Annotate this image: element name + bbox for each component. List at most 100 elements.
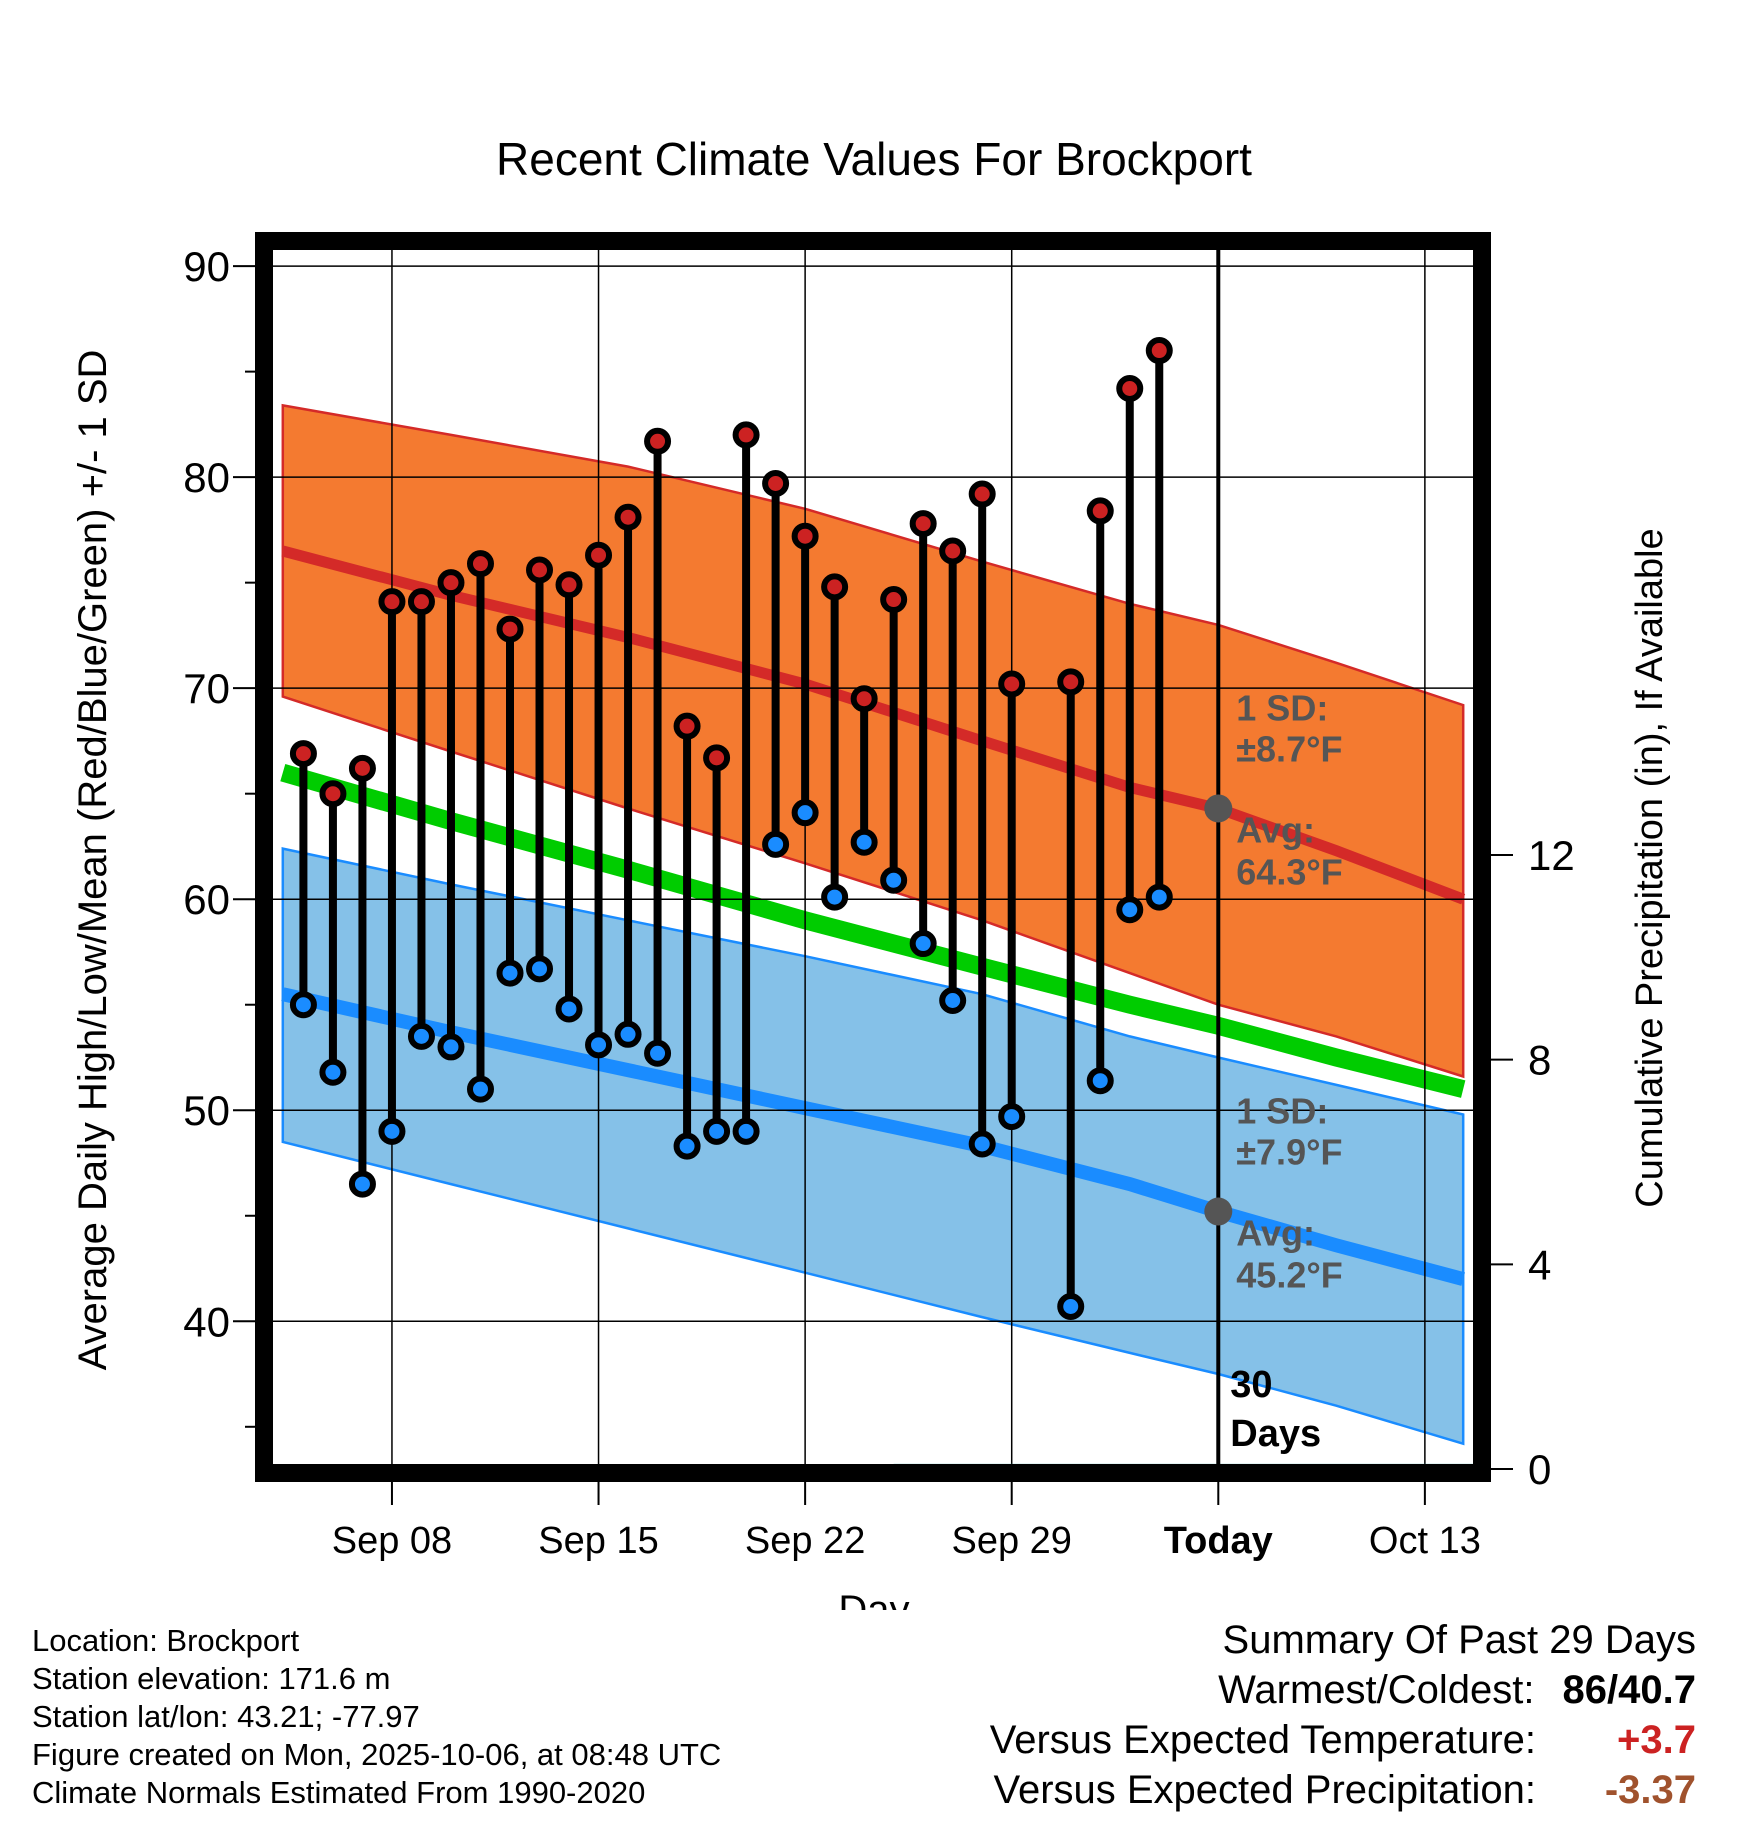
x-tick-label: Sep 29 [951, 1520, 1071, 1562]
x-tick-label: Oct 13 [1369, 1520, 1481, 1562]
low-marker [644, 1039, 672, 1067]
window-days-label: Days [1230, 1413, 1321, 1455]
high-marker [968, 480, 996, 508]
y-tick-label: 50 [183, 1087, 230, 1134]
high-sd-label: 1 SD: [1236, 687, 1328, 728]
low-marker [319, 1058, 347, 1086]
low-avg-value: 45.2°F [1236, 1255, 1342, 1296]
high-marker [909, 510, 937, 538]
low-marker [821, 883, 849, 911]
y-tick-label: 70 [183, 665, 230, 712]
y-axis-label: Average Daily High/Low/Mean (Red/Blue/Gr… [71, 350, 115, 1371]
station-info: Location: Brockport Station elevation: 1… [32, 1622, 721, 1812]
high-marker [1116, 375, 1144, 403]
y2-tick-label: 12 [1528, 832, 1575, 879]
high-marker [378, 588, 406, 616]
location-text: Location: Brockport [32, 1623, 300, 1658]
today-high-avg-marker [1204, 794, 1233, 823]
high-marker [1086, 497, 1114, 525]
high-marker [791, 522, 819, 550]
y2-tick-label: 0 [1528, 1446, 1551, 1493]
high-marker [732, 421, 760, 449]
latlon-text: Station lat/lon: 43.21; -77.97 [32, 1699, 420, 1734]
temp-vs-expected-value: +3.7 [1617, 1718, 1696, 1762]
low-marker [968, 1130, 996, 1158]
high-marker [703, 744, 731, 772]
warmest-coldest-value: 86/40.7 [1562, 1668, 1696, 1712]
high-marker [614, 503, 642, 531]
low-marker [850, 828, 878, 856]
coldest-value: 40.7 [1618, 1668, 1696, 1712]
low-marker [1116, 896, 1144, 924]
high-marker [496, 615, 524, 643]
low-marker [1057, 1293, 1085, 1321]
low-marker [909, 930, 937, 958]
y2-axis-label: Cumulative Precipitation (in), If Availa… [1629, 528, 1671, 1207]
x-tick-label: Today [1164, 1520, 1273, 1562]
high-marker [1145, 337, 1173, 365]
x-tick-label: Sep 15 [538, 1520, 658, 1562]
high-marker [673, 712, 701, 740]
normals-text: Climate Normals Estimated From 1990-2020 [32, 1775, 646, 1810]
low-marker [378, 1117, 406, 1145]
low-sd-value: ±7.9°F [1236, 1132, 1342, 1173]
precip-vs-expected-value: -3.37 [1604, 1768, 1696, 1812]
low-marker [555, 995, 583, 1023]
today-low-avg-marker [1204, 1197, 1233, 1226]
high-marker [466, 550, 494, 578]
low-marker [407, 1022, 435, 1050]
high-avg-value: 64.3°F [1236, 851, 1342, 892]
high-marker [821, 573, 849, 601]
high-marker [526, 556, 554, 584]
low-marker [585, 1031, 613, 1059]
high-marker [1057, 668, 1085, 696]
created-text: Figure created on Mon, 2025-10-06, at 08… [32, 1737, 722, 1772]
high-marker [289, 740, 317, 768]
temp-vs-expected-label: Versus Expected Temperature: [989, 1718, 1536, 1762]
plot-frame [255, 232, 1491, 1482]
high-marker [348, 754, 376, 782]
low-marker [289, 991, 317, 1019]
y-tick-label: 40 [183, 1298, 230, 1345]
low-marker [437, 1033, 465, 1061]
low-marker [1145, 883, 1173, 911]
low-marker [1086, 1067, 1114, 1095]
low-marker [703, 1117, 731, 1145]
x-tick-label: Sep 22 [745, 1520, 865, 1562]
high-marker [850, 685, 878, 713]
high-marker [407, 588, 435, 616]
low-marker [526, 955, 554, 983]
low-marker [614, 1020, 642, 1048]
low-marker [880, 866, 908, 894]
warmest-label: Warmest/Coldest: [1218, 1668, 1535, 1712]
low-marker [732, 1117, 760, 1145]
high-marker [998, 670, 1026, 698]
precip-vs-expected-label: Versus Expected Precipitation: [993, 1768, 1536, 1812]
high-marker [880, 586, 908, 614]
climate-chart: Recent Climate Values For Brockport 1 SD… [71, 133, 1671, 1610]
summary-panel: Summary Of Past 29 Days Warmest/Coldest:… [796, 1618, 1696, 1818]
y2-tick-label: 4 [1528, 1241, 1551, 1288]
low-marker [673, 1132, 701, 1160]
high-avg-label: Avg: [1236, 809, 1315, 850]
high-marker [555, 571, 583, 599]
y-tick-label: 90 [183, 243, 230, 290]
low-avg-label: Avg: [1236, 1213, 1315, 1254]
chart-title: Recent Climate Values For Brockport [496, 133, 1252, 185]
low-sd-label: 1 SD: [1236, 1091, 1328, 1132]
high-marker [585, 541, 613, 569]
low-marker [496, 959, 524, 987]
high-sd-value: ±8.7°F [1236, 728, 1342, 769]
elevation-text: Station elevation: 171.6 m [32, 1661, 391, 1696]
low-marker [348, 1170, 376, 1198]
warmest-value: 86 [1562, 1668, 1608, 1712]
window-days-value: 30 [1230, 1364, 1272, 1406]
high-marker [437, 569, 465, 597]
high-marker [762, 469, 790, 497]
summary-title: Summary Of Past 29 Days [1222, 1618, 1696, 1662]
low-marker [791, 799, 819, 827]
low-marker [762, 830, 790, 858]
y2-tick-label: 8 [1528, 1037, 1551, 1084]
y-tick-label: 80 [183, 454, 230, 501]
